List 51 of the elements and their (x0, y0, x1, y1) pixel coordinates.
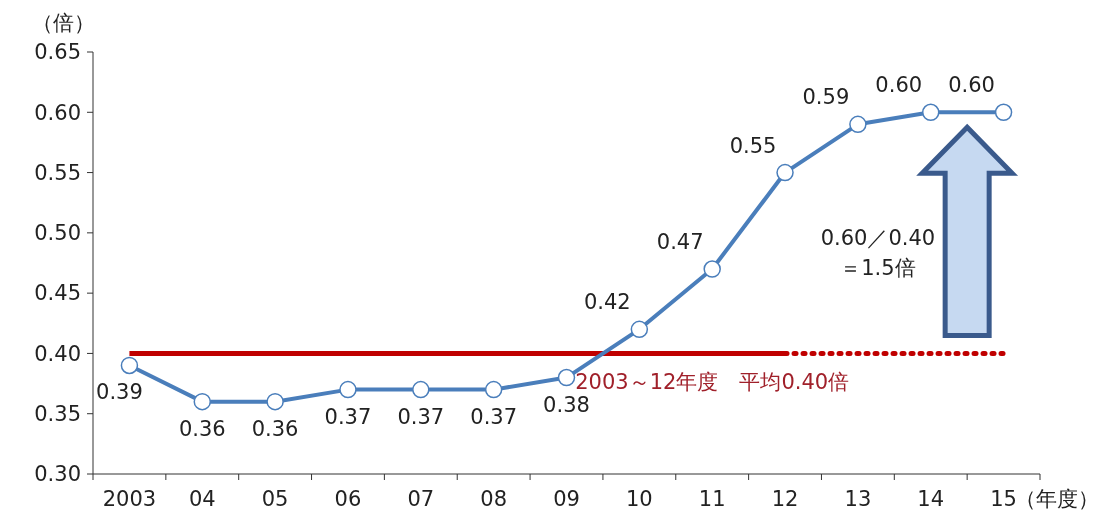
data-label: 0.47 (656, 230, 704, 255)
x-tick-label: 13 (844, 487, 872, 511)
point (193, 392, 212, 411)
point (630, 320, 649, 339)
data-label: 0.59 (802, 85, 850, 110)
x-tick-label: 14 (917, 487, 945, 511)
x-tick-label: 09 (553, 487, 580, 511)
y-tick-label: 0.45 (34, 281, 81, 306)
point (339, 380, 357, 399)
data-label: 0.36 (178, 416, 226, 441)
point (994, 103, 1013, 122)
x-tick-label: 11 (698, 487, 726, 511)
y-tick-label: 0.35 (34, 402, 81, 427)
point (412, 380, 430, 399)
data-label: 0.55 (729, 133, 777, 158)
data-label: 0.60 (948, 73, 995, 98)
x-tick-label: 08 (480, 487, 508, 511)
annotation: 2003～12年度 平均0.40倍 (575, 370, 850, 395)
point (849, 115, 867, 134)
y-tick-label: 0.40 (34, 341, 81, 366)
data-label: 0.39 (96, 380, 143, 405)
annotation: 0.60／0.40 ＝1.5倍 (820, 225, 936, 280)
y-axis-title: （倍） (31, 11, 95, 35)
point (557, 368, 576, 387)
x-tick-label: 2003 (102, 487, 157, 511)
data-label: 0.42 (583, 290, 631, 315)
x-tick-label: 07 (407, 487, 435, 511)
data-label: 0.37 (397, 404, 445, 429)
y-tick-label: 0.60 (34, 100, 81, 125)
point (921, 103, 940, 122)
point (776, 163, 794, 182)
x-tick-label: 15 (990, 487, 1017, 511)
point (484, 380, 503, 399)
x-tick-label: 05 (261, 487, 289, 511)
point (266, 392, 284, 411)
data-label: 0.38 (543, 392, 590, 417)
y-tick-label: 0.50 (34, 221, 81, 246)
x-tick-label: 10 (625, 487, 653, 511)
x-axis-title: （年度） (1015, 487, 1099, 511)
data-label: 0.37 (470, 404, 518, 429)
data-label: 0.60 (875, 73, 923, 98)
x-tick-label: 06 (334, 487, 362, 511)
point (703, 260, 721, 278)
data-label: 0.36 (251, 416, 299, 441)
x-tick-label: 12 (771, 487, 799, 511)
y-tick-label: 0.55 (34, 160, 81, 185)
y-tick-label: 0.30 (34, 462, 81, 487)
point (120, 356, 139, 375)
x-tick-label: 04 (188, 487, 216, 511)
data-label: 0.37 (324, 404, 372, 429)
y-tick-label: 0.65 (34, 40, 81, 65)
